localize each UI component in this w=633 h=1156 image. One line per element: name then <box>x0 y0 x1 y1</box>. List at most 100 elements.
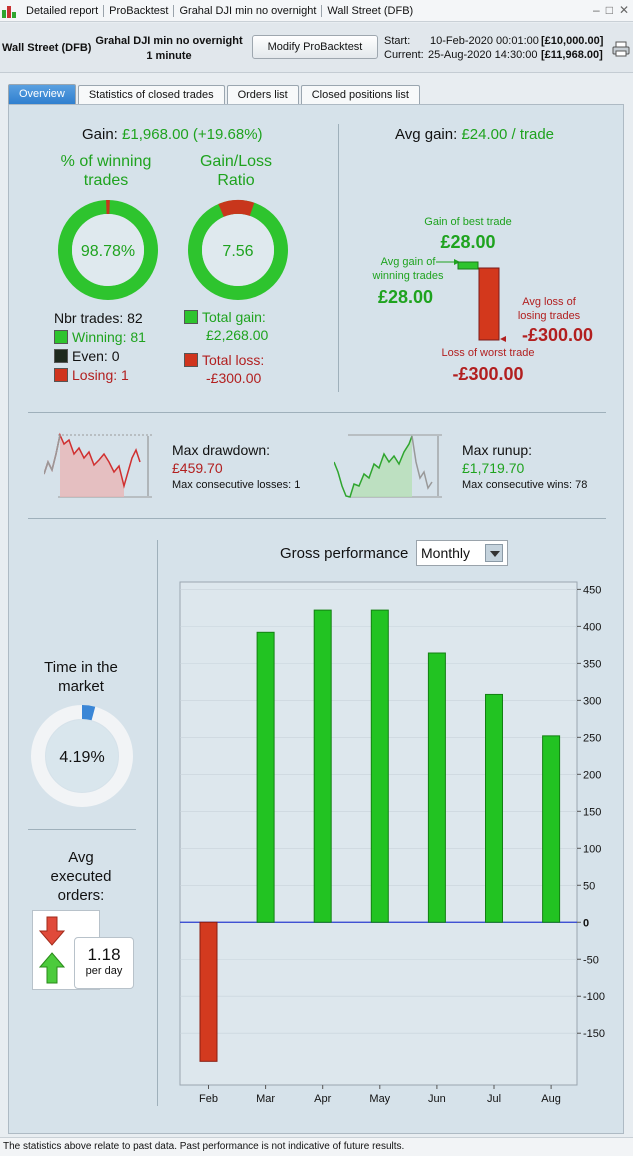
gross-performance-chart: 450 400 350 300 250 200 150 100 50 0 -50 -100 -150 F… <box>179 581 605 1105</box>
tab-orders-list[interactable]: Orders list <box>226 85 299 104</box>
avg-win-bar <box>457 261 479 270</box>
winning-legend-icon <box>54 330 68 344</box>
winning-trades-donut: 98.78% <box>58 200 158 300</box>
drawdown-area <box>60 435 124 497</box>
section-divider <box>28 412 606 413</box>
avg-loss-value: -£300.00 <box>522 325 594 345</box>
chevron-down-icon[interactable] <box>485 544 503 562</box>
bar-feb <box>199 921 218 1062</box>
donut-center <box>46 720 118 792</box>
strategy-name: Grahal DJI min no overnight 1 minute <box>89 34 249 64</box>
donut-center <box>72 214 144 286</box>
x-tick-label: Mar <box>256 1093 275 1105</box>
avg-loss-arrow-head <box>500 336 506 342</box>
total-gain-value: £2,268.00 <box>206 327 269 343</box>
total-gain-label: Total gain: <box>202 309 266 325</box>
time-arc <box>31 705 133 807</box>
section-divider <box>28 518 606 519</box>
y-tick-label: -150 <box>583 1028 605 1040</box>
even-legend-icon <box>54 349 68 363</box>
period-select-value: Monthly <box>421 545 471 561</box>
down-arrow-icon <box>39 916 66 946</box>
avg-loss-label-line-1: Avg loss of <box>522 296 576 308</box>
bar-aug <box>542 735 561 923</box>
avg-executed-unit: per day <box>85 965 123 977</box>
current-label: Current: <box>384 49 424 61</box>
even-count: Even: 0 <box>72 348 120 364</box>
gain-label: Gain: <box>82 126 118 143</box>
avg-loss-label: Avg loss of losing trades <box>512 295 586 323</box>
x-tick-label: Jul <box>487 1093 501 1105</box>
y-tick-label: 50 <box>583 880 595 892</box>
avg-executed-rate: 1.18 per day <box>74 937 134 989</box>
close-icon[interactable]: ✕ <box>618 3 629 17</box>
ratio-loss-arc <box>188 200 288 300</box>
section-divider <box>157 540 158 1106</box>
bar-apr <box>313 609 332 923</box>
max-drawdown-label: Max drawdown: <box>172 442 271 458</box>
tab-statistics-closed-trades[interactable]: Statistics of closed trades <box>77 85 225 104</box>
title-segment: Detailed report <box>21 4 105 17</box>
report-tabs: Overview Statistics of closed trades Ord… <box>8 84 420 104</box>
total-loss-label: Total loss: <box>202 352 265 368</box>
y-tick-label: 200 <box>583 769 601 781</box>
maximize-icon[interactable]: □ <box>605 3 613 17</box>
avg-gain-value: £24.00 / trade <box>461 126 555 143</box>
drawdown-pre-line <box>44 434 61 475</box>
y-tick-label: 100 <box>583 843 601 855</box>
worst-trade-label: Loss of worst trade <box>441 347 535 359</box>
y-tick-label: 300 <box>583 695 601 707</box>
max-consec-losses: Max consecutive losses: 1 <box>172 479 301 491</box>
period-select[interactable]: Monthly <box>416 540 508 566</box>
bar-may <box>370 609 389 923</box>
title-segment: ProBacktest <box>104 4 175 17</box>
runup-mini-chart <box>334 434 442 498</box>
runup-line <box>334 435 413 498</box>
bar-jul <box>485 693 503 923</box>
tab-overview[interactable]: Overview <box>8 84 76 104</box>
total-gain-block: Total gain: £2,268.00 <box>184 308 268 344</box>
donut-loss-arc <box>58 200 158 300</box>
x-tick-label: Apr <box>314 1093 331 1105</box>
avg-trade-bars <box>436 259 506 342</box>
avg-loss-label-line-2: losing trades <box>517 310 581 322</box>
max-consec-wins: Max consecutive wins: 78 <box>462 479 588 491</box>
gross-performance-label: Gross performance <box>280 545 409 562</box>
x-tick-label: Aug <box>541 1093 561 1105</box>
worst-trade-value: -£300.00 <box>452 364 524 384</box>
print-icon[interactable] <box>612 41 630 57</box>
losing-count: Losing: 1 <box>72 367 129 383</box>
report-header: Wall Street (DFB) Grahal DJI min no over… <box>0 23 633 73</box>
time-in-market-title: Time in the market <box>44 659 118 695</box>
max-runup-value: £1,719.70 <box>462 460 525 476</box>
y-tick-label: 400 <box>583 621 601 633</box>
trade-counts: Nbr trades: 82 Winning: 81 Even: 0 Losin… <box>54 309 146 385</box>
total-loss-legend-icon <box>184 353 198 367</box>
time-in-market-text: 4.19% <box>59 749 104 766</box>
disclaimer-footer: The statistics above relate to past data… <box>0 1137 633 1156</box>
gain-value: £1,968.00 (+19.68%) <box>122 126 263 143</box>
avg-executed-title: Avg executed orders: <box>50 849 112 904</box>
section-divider <box>338 124 339 392</box>
max-runup-label: Max runup: <box>462 442 533 458</box>
winning-pct-text: 98.78% <box>81 243 135 260</box>
runup-post-line <box>411 435 433 490</box>
gain-loss-ratio-donut: 7.56 <box>188 200 288 300</box>
up-arrow-icon <box>39 952 66 984</box>
strategy-line-1: Grahal DJI min no overnight <box>95 35 243 47</box>
order-arrows-icon <box>39 916 66 984</box>
best-trade-label: Gain of best trade <box>424 216 512 228</box>
total-loss-value: -£300.00 <box>206 370 262 386</box>
y-tick-label: 450 <box>583 584 601 596</box>
start-label: Start: <box>384 35 411 47</box>
current-date: 25-Aug-2020 14:30:00 <box>428 49 538 61</box>
modify-probacktest-button[interactable]: Modify ProBacktest <box>252 35 378 59</box>
candlestick-icon <box>2 4 18 18</box>
total-gain-legend-icon <box>184 310 198 324</box>
avg-win-value: £28.00 <box>378 287 434 307</box>
bar-jun <box>427 652 446 923</box>
runup-area <box>350 436 412 497</box>
tab-closed-positions-list[interactable]: Closed positions list <box>300 85 420 104</box>
y-tick-label: 150 <box>583 806 601 818</box>
minimize-icon[interactable]: – <box>593 3 600 17</box>
